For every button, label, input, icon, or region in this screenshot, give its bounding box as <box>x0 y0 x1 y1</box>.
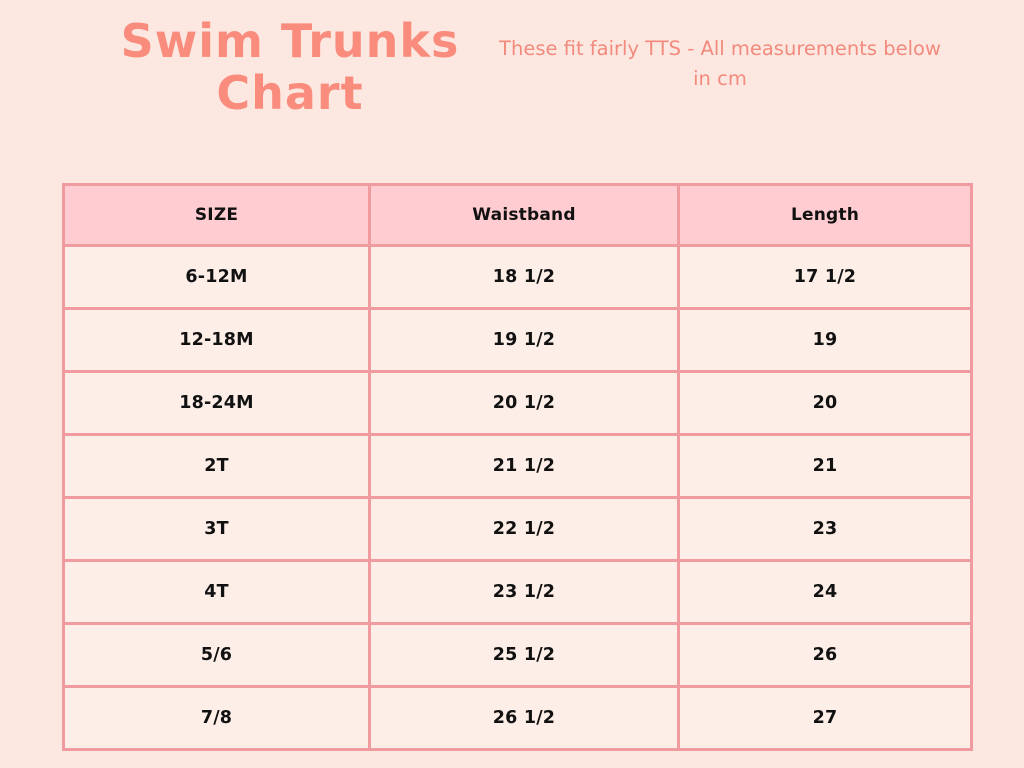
page-title: Swim Trunks Chart <box>60 14 520 120</box>
table-cell: 27 <box>677 685 973 751</box>
table-cell: 19 <box>677 307 973 373</box>
table-cell: 22 1/2 <box>368 496 680 562</box>
table-cell: 20 <box>677 370 973 436</box>
column-header-length: Length <box>677 183 973 247</box>
table-row: 5/6 25 1/2 26 <box>62 622 973 688</box>
table-row: 2T 21 1/2 21 <box>62 433 973 499</box>
table-cell: 20 1/2 <box>368 370 680 436</box>
table-header-row: SIZE Waistband Length <box>62 183 973 247</box>
table-row: 7/8 26 1/2 27 <box>62 685 973 751</box>
page-title-line1: Swim Trunks <box>120 14 460 68</box>
table-row: 4T 23 1/2 24 <box>62 559 973 625</box>
table-cell: 6-12M <box>62 244 371 310</box>
table-cell: 23 1/2 <box>368 559 680 625</box>
table-row: 12-18M 19 1/2 19 <box>62 307 973 373</box>
table-cell: 18-24M <box>62 370 371 436</box>
table-row: 3T 22 1/2 23 <box>62 496 973 562</box>
table-cell: 21 1/2 <box>368 433 680 499</box>
column-header-size: SIZE <box>62 183 371 247</box>
table-cell: 19 1/2 <box>368 307 680 373</box>
table-cell: 25 1/2 <box>368 622 680 688</box>
size-chart-table: SIZE Waistband Length 6-12M 18 1/2 17 1/2 12-… <box>62 183 973 751</box>
table-cell: 3T <box>62 496 371 562</box>
table-cell: 24 <box>677 559 973 625</box>
table-cell: 5/6 <box>62 622 371 688</box>
table-cell: 26 1/2 <box>368 685 680 751</box>
table-cell: 21 <box>677 433 973 499</box>
table-cell: 17 1/2 <box>677 244 973 310</box>
table-cell: 2T <box>62 433 371 499</box>
table-cell: 23 <box>677 496 973 562</box>
table-cell: 4T <box>62 559 371 625</box>
page-subtitle: These fit fairly TTS - All measurements … <box>499 37 941 91</box>
table-cell: 12-18M <box>62 307 371 373</box>
table-cell: 26 <box>677 622 973 688</box>
table-row: 18-24M 20 1/2 20 <box>62 370 973 436</box>
table-row: 6-12M 18 1/2 17 1/2 <box>62 244 973 310</box>
table-cell: 18 1/2 <box>368 244 680 310</box>
column-header-waistband: Waistband <box>368 183 680 247</box>
table-cell: 7/8 <box>62 685 371 751</box>
page-title-line2: Chart <box>216 65 364 120</box>
